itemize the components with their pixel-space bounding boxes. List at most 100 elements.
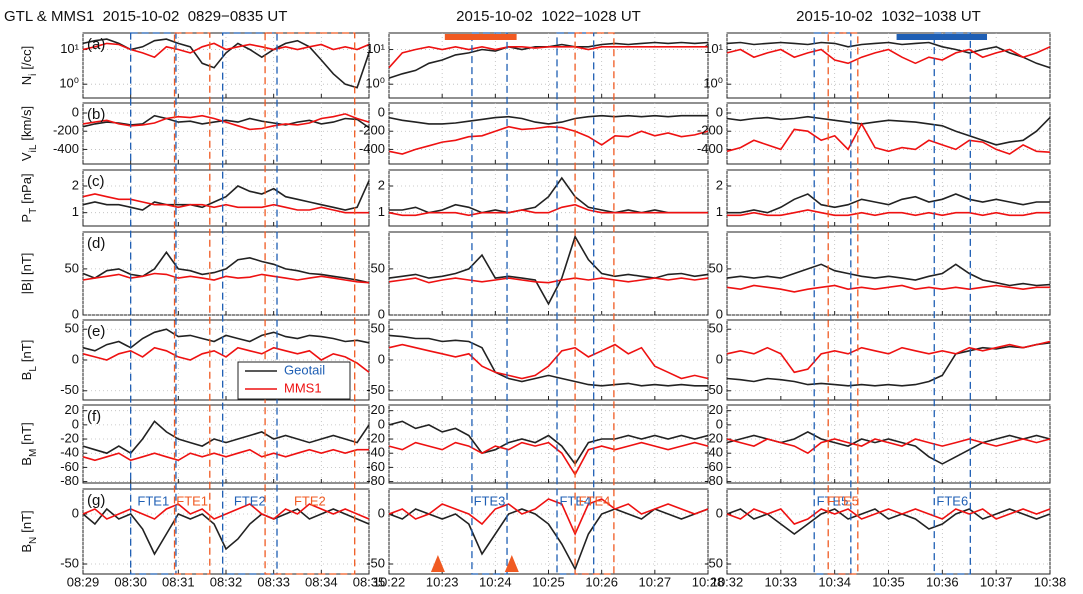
y-label-symbol: V <box>19 152 34 161</box>
y-axis-label: BM [nT] <box>19 422 39 465</box>
y-tick-label: 50 <box>709 321 723 336</box>
y-tick-label: 10¹ <box>704 41 723 56</box>
fte-label: FTE4 <box>559 493 591 508</box>
fte-label: FTE4 <box>579 493 611 508</box>
x-tick-label: 10:25 <box>532 574 565 589</box>
data-line <box>388 334 708 387</box>
y-tick-label: -50 <box>60 382 79 397</box>
fte-label: FTE3 <box>474 493 506 508</box>
panel-frame <box>82 102 370 165</box>
y-tick-label: 50 <box>65 321 79 336</box>
x-tick-label: 08:29 <box>67 574 100 589</box>
y-tick-label: -50 <box>366 382 385 397</box>
data-line <box>82 328 370 352</box>
fte-label: FTE5 <box>827 493 859 508</box>
y-tick-label: 1 <box>378 204 385 219</box>
y-label-unit: [/cc] <box>19 46 34 70</box>
y-label-symbol: N <box>19 76 34 85</box>
y-label-symbol: B <box>19 372 34 381</box>
data-line <box>82 507 370 556</box>
legend-box <box>237 361 351 400</box>
fte-interval <box>130 32 177 575</box>
fte-interval <box>471 32 508 575</box>
y-tick-label: -50 <box>704 555 723 570</box>
y-tick-label: -40 <box>704 445 723 460</box>
y-tick-label: 1 <box>72 204 79 219</box>
y-tick-label: 0 <box>716 505 723 520</box>
fte-interval <box>933 32 971 575</box>
legend-label: Geotail <box>284 362 325 377</box>
data-line <box>388 125 709 155</box>
data-line <box>726 284 1050 293</box>
data-line <box>726 508 1051 525</box>
data-line <box>388 114 708 125</box>
data-line <box>388 343 709 380</box>
y-tick-label: -80 <box>704 473 723 488</box>
y-tick-label: 0 <box>716 306 723 321</box>
y-label-subscript: N <box>28 537 39 544</box>
data-line <box>726 46 1051 65</box>
y-axis-label: BL [nT] <box>19 340 39 381</box>
fte-label: FTE6 <box>936 493 968 508</box>
data-line <box>726 342 1051 387</box>
triangle-marker <box>430 555 445 572</box>
y-tick-label: 2 <box>716 177 723 192</box>
legend-label: MMS1 <box>284 380 322 395</box>
y-axis-label: ViL [km/s] <box>19 106 39 161</box>
triangle-marker <box>504 555 519 572</box>
y-tick-label: 0 <box>716 104 723 119</box>
x-tick-label: 08:33 <box>257 574 290 589</box>
data-line <box>726 438 1051 455</box>
data-line <box>388 498 709 536</box>
y-label-subscript: i <box>28 74 39 76</box>
y-tick-label: 20 <box>371 402 385 417</box>
fte-interval <box>264 32 356 575</box>
y-tick-label: 0 <box>72 351 79 366</box>
data-line <box>82 180 370 211</box>
y-label-unit: [nT] <box>19 422 34 444</box>
y-tick-label: 10⁰ <box>59 76 79 91</box>
y-tick-label: 0 <box>378 306 385 321</box>
x-tick-label: 08:34 <box>305 574 338 589</box>
panel-frame <box>82 404 370 484</box>
data-line <box>82 448 369 462</box>
y-label-symbol: B <box>19 457 34 466</box>
y-label-subscript: M <box>28 449 39 457</box>
data-line <box>388 441 709 477</box>
panel-frame <box>726 102 1051 165</box>
y-tick-label: 10⁰ <box>365 76 385 91</box>
x-tick-label: 10:26 <box>585 574 618 589</box>
y-tick-label: -60 <box>366 459 385 474</box>
y-label-symbol: |B| <box>19 279 34 294</box>
panel-frame <box>388 404 709 484</box>
x-tick-label: 10:27 <box>639 574 672 589</box>
y-tick-label: 50 <box>65 260 79 275</box>
x-tick-label: 10:24 <box>479 574 512 589</box>
y-tick-label: 10¹ <box>60 41 79 56</box>
y-tick-label: -50 <box>366 555 385 570</box>
y-tick-label: 1 <box>716 204 723 219</box>
panel-label: (g) <box>87 492 105 509</box>
panel-frame <box>388 102 709 165</box>
x-tick-label: 10:35 <box>872 574 905 589</box>
y-tick-label: 0 <box>72 505 79 520</box>
x-tick-label: 08:30 <box>114 574 147 589</box>
x-tick-label: 10:33 <box>765 574 798 589</box>
data-line <box>388 45 708 69</box>
y-label-subscript: L <box>28 366 39 372</box>
fte-interval <box>827 32 859 575</box>
y-tick-label: -80 <box>60 473 79 488</box>
panel-label: (c) <box>87 173 105 190</box>
fte-interval <box>173 32 211 575</box>
y-label-symbol: P <box>19 214 34 223</box>
y-tick-label: 0 <box>72 306 79 321</box>
column-title: 2015-10-02 1022−1028 UT <box>456 8 641 25</box>
y-tick-label: 10¹ <box>366 41 385 56</box>
y-tick-label: 10⁰ <box>703 76 723 91</box>
y-tick-label: -400 <box>697 141 723 156</box>
y-label-subscript: T <box>28 208 39 214</box>
panel-label: (b) <box>87 106 105 123</box>
data-line <box>388 420 709 466</box>
fte-label: FTE1 <box>137 493 169 508</box>
